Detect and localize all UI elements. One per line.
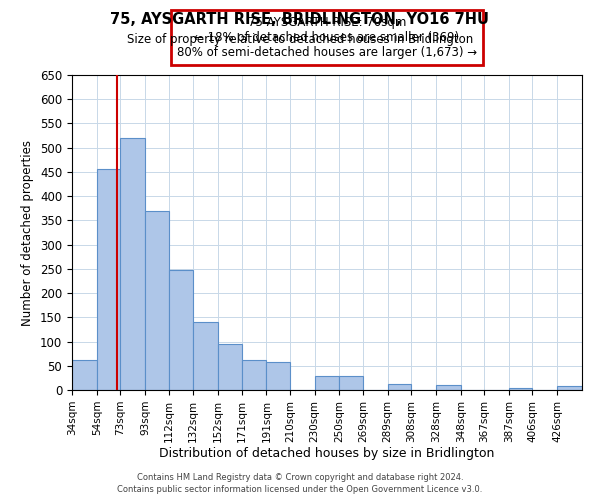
- X-axis label: Distribution of detached houses by size in Bridlington: Distribution of detached houses by size …: [160, 448, 494, 460]
- Bar: [388, 384, 411, 390]
- Bar: [120, 138, 145, 390]
- Text: 75, AYSGARTH RISE, BRIDLINGTON, YO16 7HU: 75, AYSGARTH RISE, BRIDLINGTON, YO16 7HU: [110, 12, 490, 28]
- Bar: [436, 385, 461, 390]
- Bar: [145, 210, 169, 390]
- Bar: [266, 362, 290, 390]
- Bar: [242, 360, 266, 390]
- Text: Contains HM Land Registry data © Crown copyright and database right 2024.: Contains HM Land Registry data © Crown c…: [137, 473, 463, 482]
- Bar: [557, 386, 582, 390]
- Bar: [340, 376, 363, 390]
- Text: Contains public sector information licensed under the Open Government Licence v3: Contains public sector information licen…: [118, 486, 482, 494]
- Bar: [193, 322, 218, 390]
- Bar: [72, 360, 97, 390]
- Text: 75 AYSGARTH RISE: 70sqm
← 18% of detached houses are smaller (369)
80% of semi-d: 75 AYSGARTH RISE: 70sqm ← 18% of detache…: [177, 16, 477, 59]
- Bar: [97, 168, 120, 390]
- Text: Size of property relative to detached houses in Bridlington: Size of property relative to detached ho…: [127, 32, 473, 46]
- Bar: [314, 376, 340, 390]
- Y-axis label: Number of detached properties: Number of detached properties: [22, 140, 34, 326]
- Bar: [218, 344, 242, 390]
- Bar: [509, 388, 532, 390]
- Bar: [169, 270, 193, 390]
